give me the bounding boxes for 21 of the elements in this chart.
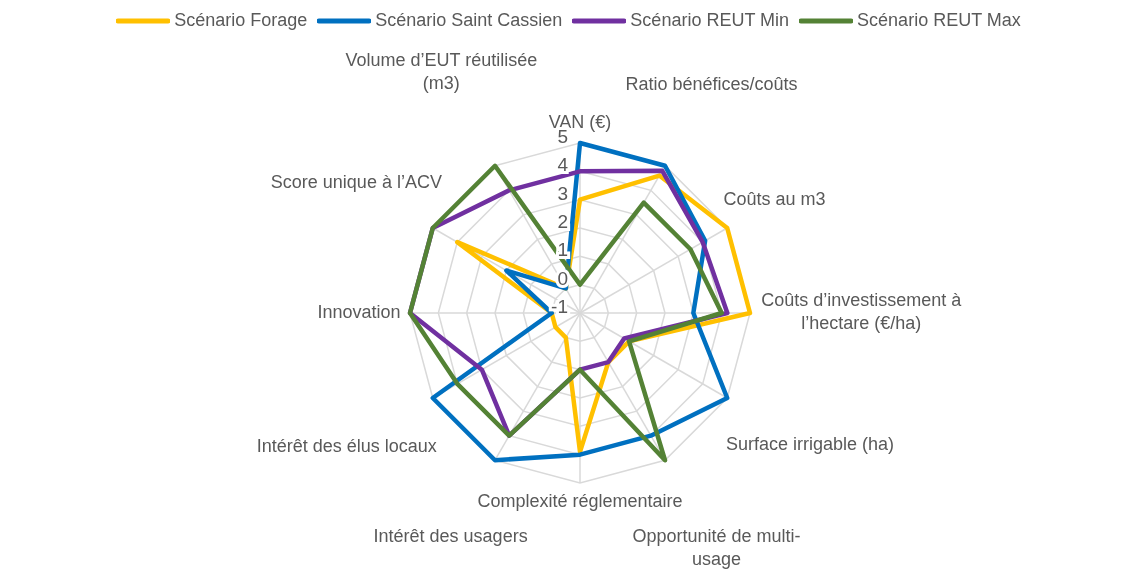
spoke-label: Intérêt des élus locaux <box>256 436 437 457</box>
legend-label: Scénario Forage <box>174 10 308 31</box>
y-tick-label: 1 <box>557 239 568 261</box>
y-tick-label: 5 <box>557 126 568 147</box>
legend-label: Scénario REUT Min <box>630 10 790 31</box>
spoke-label: Opportunité de multi-usage <box>632 526 801 570</box>
spoke-label: Coûts au m3 <box>723 189 826 210</box>
spoke-label: Surface irrigable (ha) <box>726 434 895 455</box>
spoke-label: Score unique à l’ACV <box>270 172 442 193</box>
y-tick-label: -1 <box>551 296 568 317</box>
spoke-label: Complexité réglementaire <box>477 491 683 511</box>
y-tick-label: 2 <box>557 211 568 232</box>
spoke-label: Volume d’EUT réutilisée (m3) <box>345 49 538 93</box>
y-tick-label: 4 <box>557 154 569 176</box>
spoke-label: Intérêt des usagers <box>373 525 528 546</box>
spoke-label: Innovation <box>317 301 401 322</box>
legend-label: Scénario REUT Max <box>857 10 1021 31</box>
y-tick-label: 3 <box>557 182 568 204</box>
legend-label: Scénario Saint Cassien <box>375 10 563 31</box>
spoke-label: Ratio bénéfices/coûts <box>625 73 798 94</box>
spoke-label: Coûts d’investissement à l’hectare (€/ha) <box>761 290 963 333</box>
